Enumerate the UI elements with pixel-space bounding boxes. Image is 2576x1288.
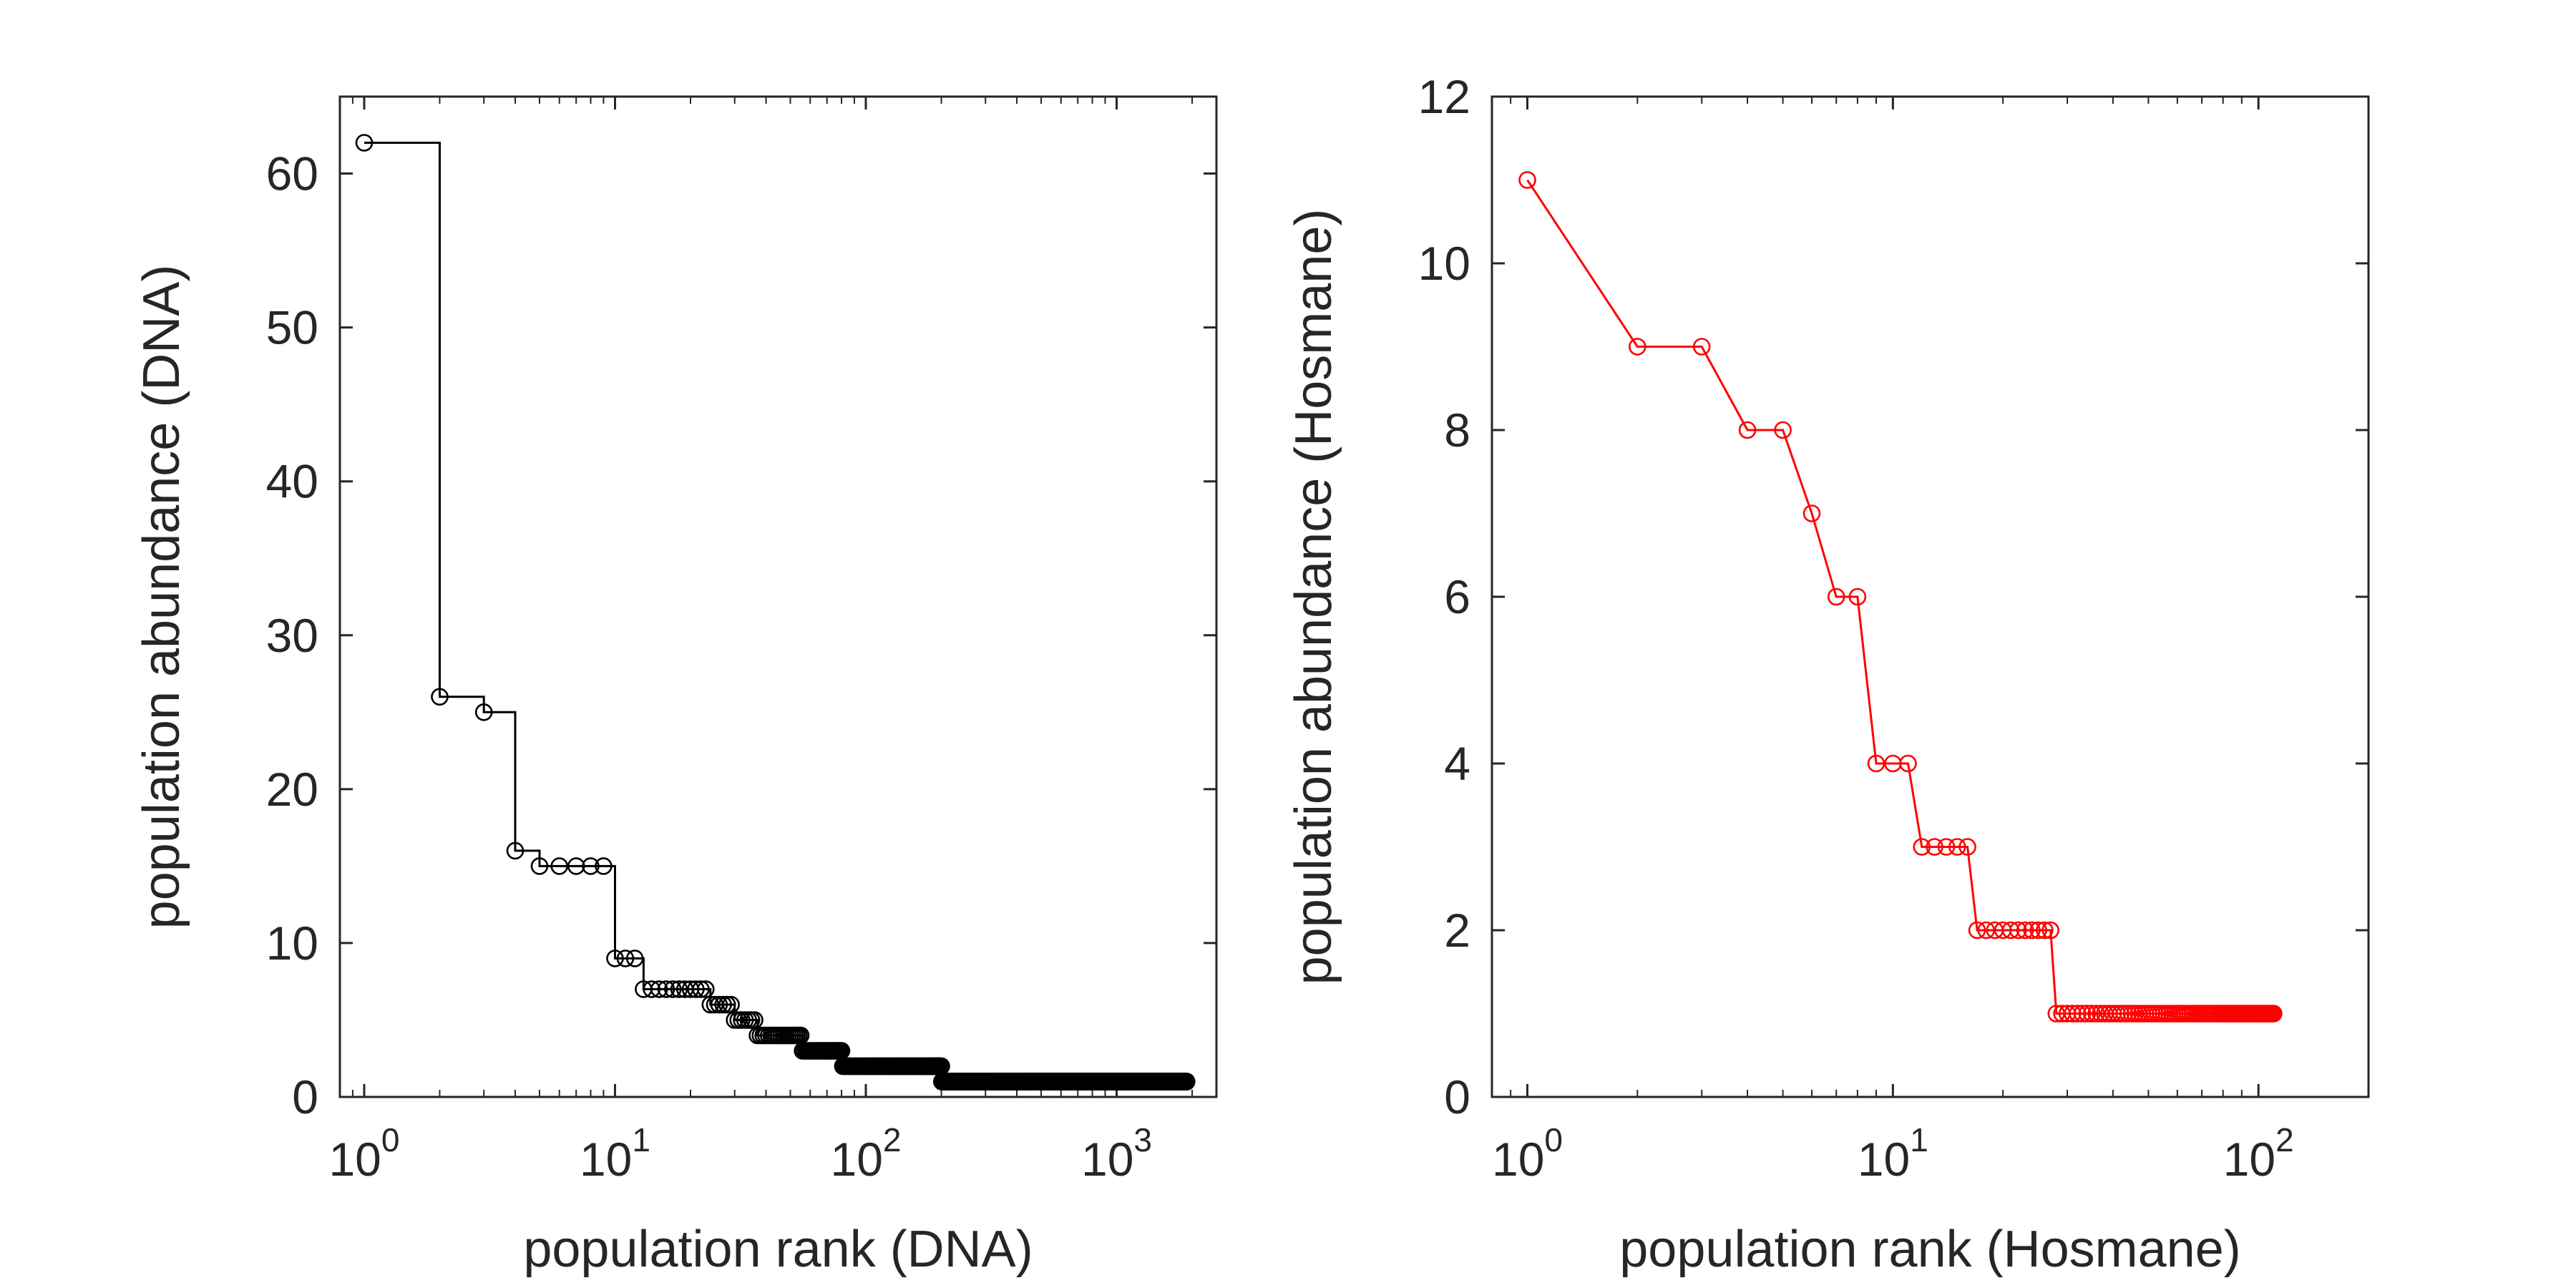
data-point (2036, 921, 2054, 940)
data-point (2073, 1005, 2092, 1023)
y-axis-label: population abundance (DNA) (133, 265, 190, 930)
data-point (1958, 838, 1976, 856)
chart-2: 0 2 4 6 8 10 12 100 101 102 population rank (Hosma… (1285, 70, 2370, 1278)
data-point (657, 980, 675, 998)
data-point (1802, 504, 1821, 522)
y-tick-label: 12 (1418, 70, 1470, 123)
data-point (355, 134, 374, 152)
y-tick-label: 30 (266, 609, 318, 662)
data-point (606, 950, 624, 967)
data-point (2016, 921, 2034, 940)
data-point (506, 841, 525, 860)
data-point (2041, 921, 2059, 940)
data-point (567, 857, 585, 875)
data-point (1827, 587, 1845, 606)
data-point (616, 950, 635, 967)
x-axis-label: population rank (DNA) (523, 1221, 1033, 1278)
data-point (1518, 171, 1536, 189)
data-point (1913, 838, 1931, 856)
data-point (2001, 921, 2020, 940)
data-point (2078, 1005, 2097, 1023)
y-tick-label: 6 (1444, 570, 1470, 623)
data-point (2265, 1005, 2283, 1023)
y-tick-label: 10 (1418, 237, 1470, 290)
data-point (2083, 1005, 2101, 1023)
data-point (1848, 587, 1867, 606)
axes-box (338, 95, 1218, 1098)
data-point (1977, 921, 1996, 940)
data-point (2069, 1005, 2087, 1023)
y-tick-label: 0 (1444, 1070, 1470, 1123)
data-point (1738, 421, 1757, 439)
data-point (1692, 338, 1711, 356)
y-axis-label: population abundance (Hosmane) (1285, 209, 1342, 985)
data-point (1867, 754, 1885, 773)
data-point (1774, 421, 1792, 439)
data-point (1629, 338, 1646, 356)
data-point (710, 995, 728, 1014)
data-point (550, 857, 569, 875)
y-tick-label: 4 (1444, 737, 1470, 790)
data-point (1899, 754, 1917, 773)
data-point (2064, 1005, 2082, 1023)
y-tick-label: 8 (1444, 404, 1470, 457)
data-point (2023, 921, 2041, 940)
y-tick-label: 10 (266, 917, 318, 970)
y-tick-label: 60 (266, 147, 318, 200)
data-point (687, 980, 705, 998)
x-tick-label: 102 (830, 1121, 901, 1186)
data-point (1948, 838, 1966, 856)
x-tick-label: 102 (2223, 1121, 2294, 1186)
x-tick-label: 101 (580, 1121, 650, 1186)
x-tick-label: 100 (328, 1121, 399, 1186)
data-point (582, 857, 600, 875)
data-point (1177, 1073, 1196, 1091)
data-point (431, 688, 449, 706)
data-point (696, 980, 715, 998)
y-tick-label: 40 (266, 455, 318, 508)
y-tick-label: 20 (266, 763, 318, 816)
data-point (2009, 921, 2027, 940)
series-line (1526, 179, 2274, 1015)
chart-1: 0 10 20 30 40 50 60 100 101 102 103 population rank… (133, 95, 1218, 1278)
y-tick-label: 2 (1444, 904, 1470, 957)
data-point (643, 980, 661, 998)
x-tick-label: 101 (1858, 1121, 1928, 1186)
x-tick-label: 103 (1081, 1121, 1152, 1186)
data-point (595, 857, 613, 875)
data-point (1937, 838, 1956, 856)
data-point (625, 950, 644, 967)
data-point (692, 980, 710, 998)
x-tick-label: 100 (1492, 1121, 1563, 1186)
data-point (650, 980, 668, 998)
axes-box (1491, 95, 2370, 1098)
data-point (701, 995, 720, 1014)
data-point (530, 857, 549, 875)
data-point (663, 980, 682, 998)
data-point (2029, 921, 2047, 940)
data-point (1968, 921, 1986, 940)
data-point (1926, 838, 1943, 856)
data-point (670, 980, 688, 998)
y-tick-label: 0 (292, 1070, 318, 1123)
y-tick-label: 50 (266, 301, 318, 354)
series-line (364, 142, 1187, 1083)
x-axis-label: population rank (Hosmane) (1619, 1221, 2240, 1278)
data-point (474, 703, 493, 721)
